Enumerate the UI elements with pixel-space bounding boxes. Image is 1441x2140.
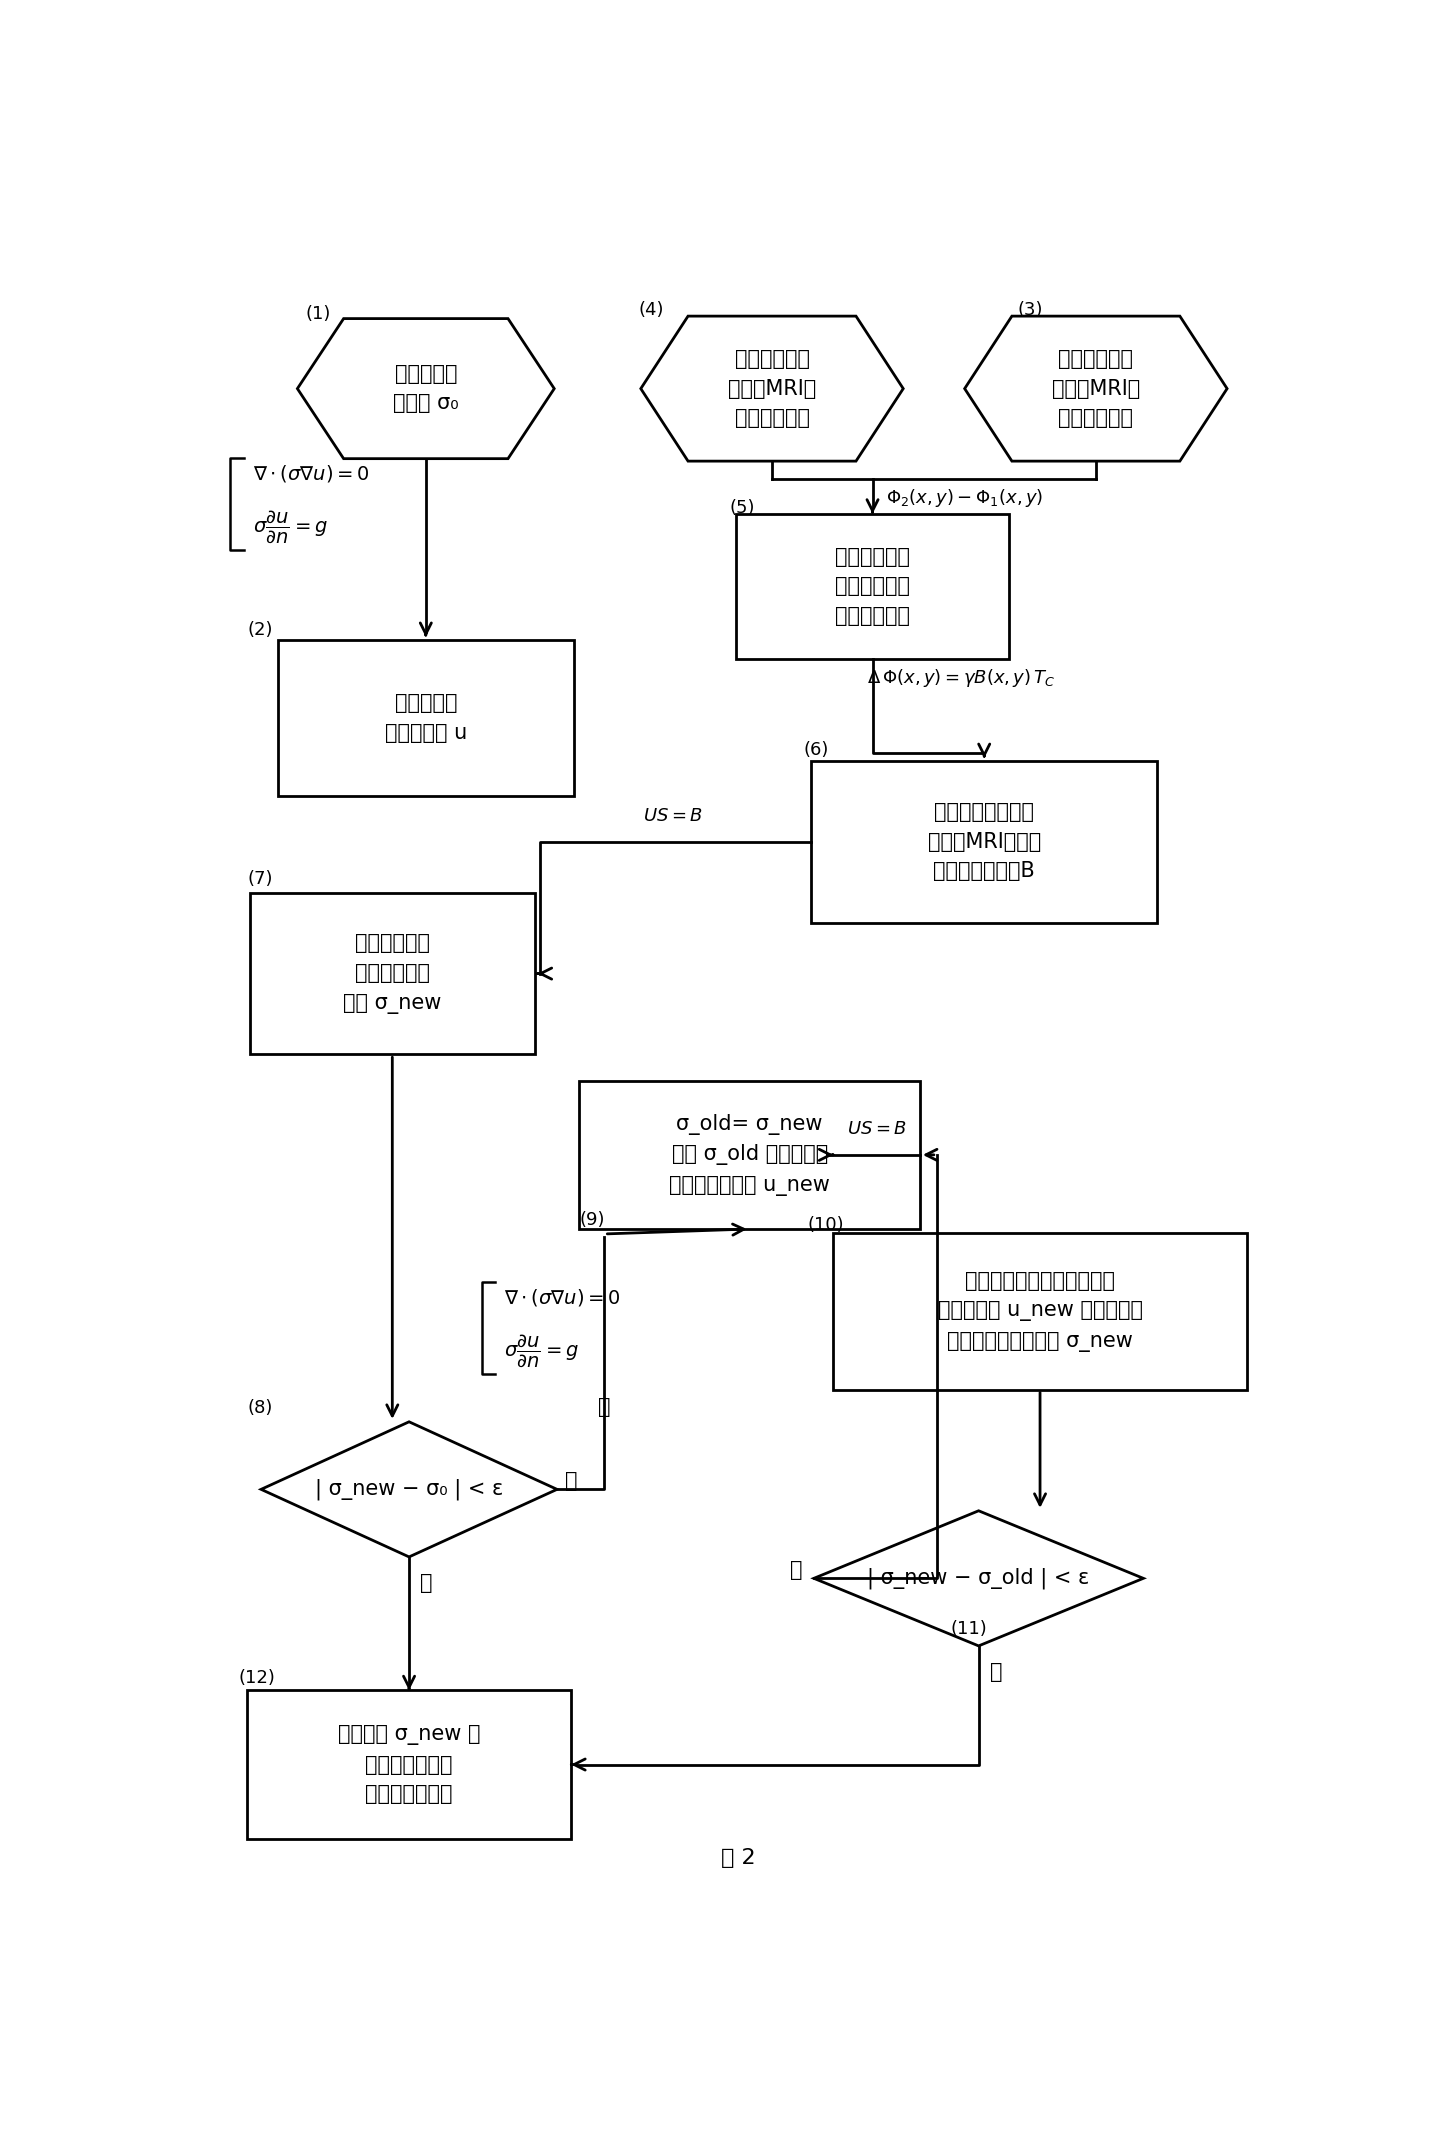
Text: (7): (7) (248, 869, 272, 888)
Text: 图 2: 图 2 (720, 1849, 757, 1868)
Text: (12): (12) (238, 1669, 275, 1686)
Text: $\Delta\,\Phi(x,y)=\gamma B(x,y)\,T_C$: $\Delta\,\Phi(x,y)=\gamma B(x,y)\,T_C$ (867, 668, 1055, 689)
Polygon shape (261, 1421, 558, 1558)
Text: (11): (11) (951, 1620, 987, 1637)
Text: 根据新得到的成像目标断面
的电势分布 u_new 计算得到成
像断面的电导率分布 σ_new: 根据新得到的成像目标断面 的电势分布 u_new 计算得到成 像断面的电导率分布… (938, 1271, 1143, 1352)
Polygon shape (641, 317, 904, 460)
Polygon shape (814, 1511, 1143, 1646)
Bar (833, 1233, 1246, 1389)
Text: 是: 是 (990, 1663, 1003, 1682)
Text: | σ_new − σ_old | < ε: | σ_new − σ_old | < ε (867, 1569, 1089, 1590)
Text: 计算成像断
面电势分布 u: 计算成像断 面电势分布 u (385, 693, 467, 743)
Text: (4): (4) (638, 302, 663, 319)
Text: (1): (1) (305, 304, 330, 323)
Text: 是: 是 (421, 1573, 432, 1594)
Text: 计算注入电流激励
磁场沿MRI系统主
磁场方向的分量B: 计算注入电流激励 磁场沿MRI系统主 磁场方向的分量B (928, 802, 1040, 882)
Text: 输出结果 σ_new 得
到成像目标断面
电导率分布图像: 输出结果 σ_new 得 到成像目标断面 电导率分布图像 (337, 1725, 480, 1804)
Text: | σ_new − σ₀ | < ε: | σ_new − σ₀ | < ε (316, 1479, 503, 1500)
Text: $US=B$: $US=B$ (847, 1121, 906, 1138)
Text: 初始化电导
率分布 σ₀: 初始化电导 率分布 σ₀ (393, 364, 458, 413)
Text: 测量存在注入
电流时MRI图
像的相位分布: 测量存在注入 电流时MRI图 像的相位分布 (728, 349, 816, 428)
Text: (2): (2) (248, 621, 272, 640)
Text: (8): (8) (248, 1400, 272, 1417)
Text: $\nabla\cdot(\sigma\nabla u)=0$: $\nabla\cdot(\sigma\nabla u)=0$ (504, 1286, 621, 1308)
Bar (736, 514, 1009, 659)
Text: 否: 否 (598, 1397, 611, 1417)
Bar (278, 640, 574, 796)
Text: 否: 否 (565, 1470, 578, 1492)
Text: (3): (3) (1017, 302, 1043, 319)
Polygon shape (964, 317, 1228, 460)
Text: (9): (9) (579, 1211, 605, 1228)
Text: $\sigma\dfrac{\partial u}{\partial n}=g$: $\sigma\dfrac{\partial u}{\partial n}=g$ (252, 509, 327, 546)
Text: $\Phi_2(x,y)-\Phi_1(x,y)$: $\Phi_2(x,y)-\Phi_1(x,y)$ (886, 488, 1043, 509)
Text: (6): (6) (803, 740, 829, 760)
Text: σ_old= σ_new
利用 σ_old 计算成像断
面新的电势分布 u_new: σ_old= σ_new 利用 σ_old 计算成像断 面新的电势分布 u_ne… (669, 1113, 830, 1196)
Text: (10): (10) (808, 1216, 844, 1235)
Polygon shape (297, 319, 555, 458)
Text: $\sigma\dfrac{\partial u}{\partial n}=g$: $\sigma\dfrac{\partial u}{\partial n}=g$ (504, 1333, 579, 1370)
Text: 否: 否 (790, 1560, 803, 1579)
Text: $US=B$: $US=B$ (643, 807, 703, 826)
Bar (249, 892, 535, 1055)
Text: $\nabla\cdot(\sigma\nabla u)=0$: $\nabla\cdot(\sigma\nabla u)=0$ (252, 462, 369, 484)
Bar (248, 1691, 571, 1838)
Bar (579, 1081, 919, 1228)
Text: 计算成像目标
断面的电导率
分布 σ_new: 计算成像目标 断面的电导率 分布 σ_new (343, 933, 441, 1014)
Text: 计算两种情况
下成像断面相
位分布的变化: 计算两种情况 下成像断面相 位分布的变化 (834, 546, 911, 627)
Bar (811, 762, 1157, 922)
Text: 测量没有电流
注入时MRI图
像的相位分布: 测量没有电流 注入时MRI图 像的相位分布 (1052, 349, 1140, 428)
Text: (5): (5) (729, 499, 755, 518)
